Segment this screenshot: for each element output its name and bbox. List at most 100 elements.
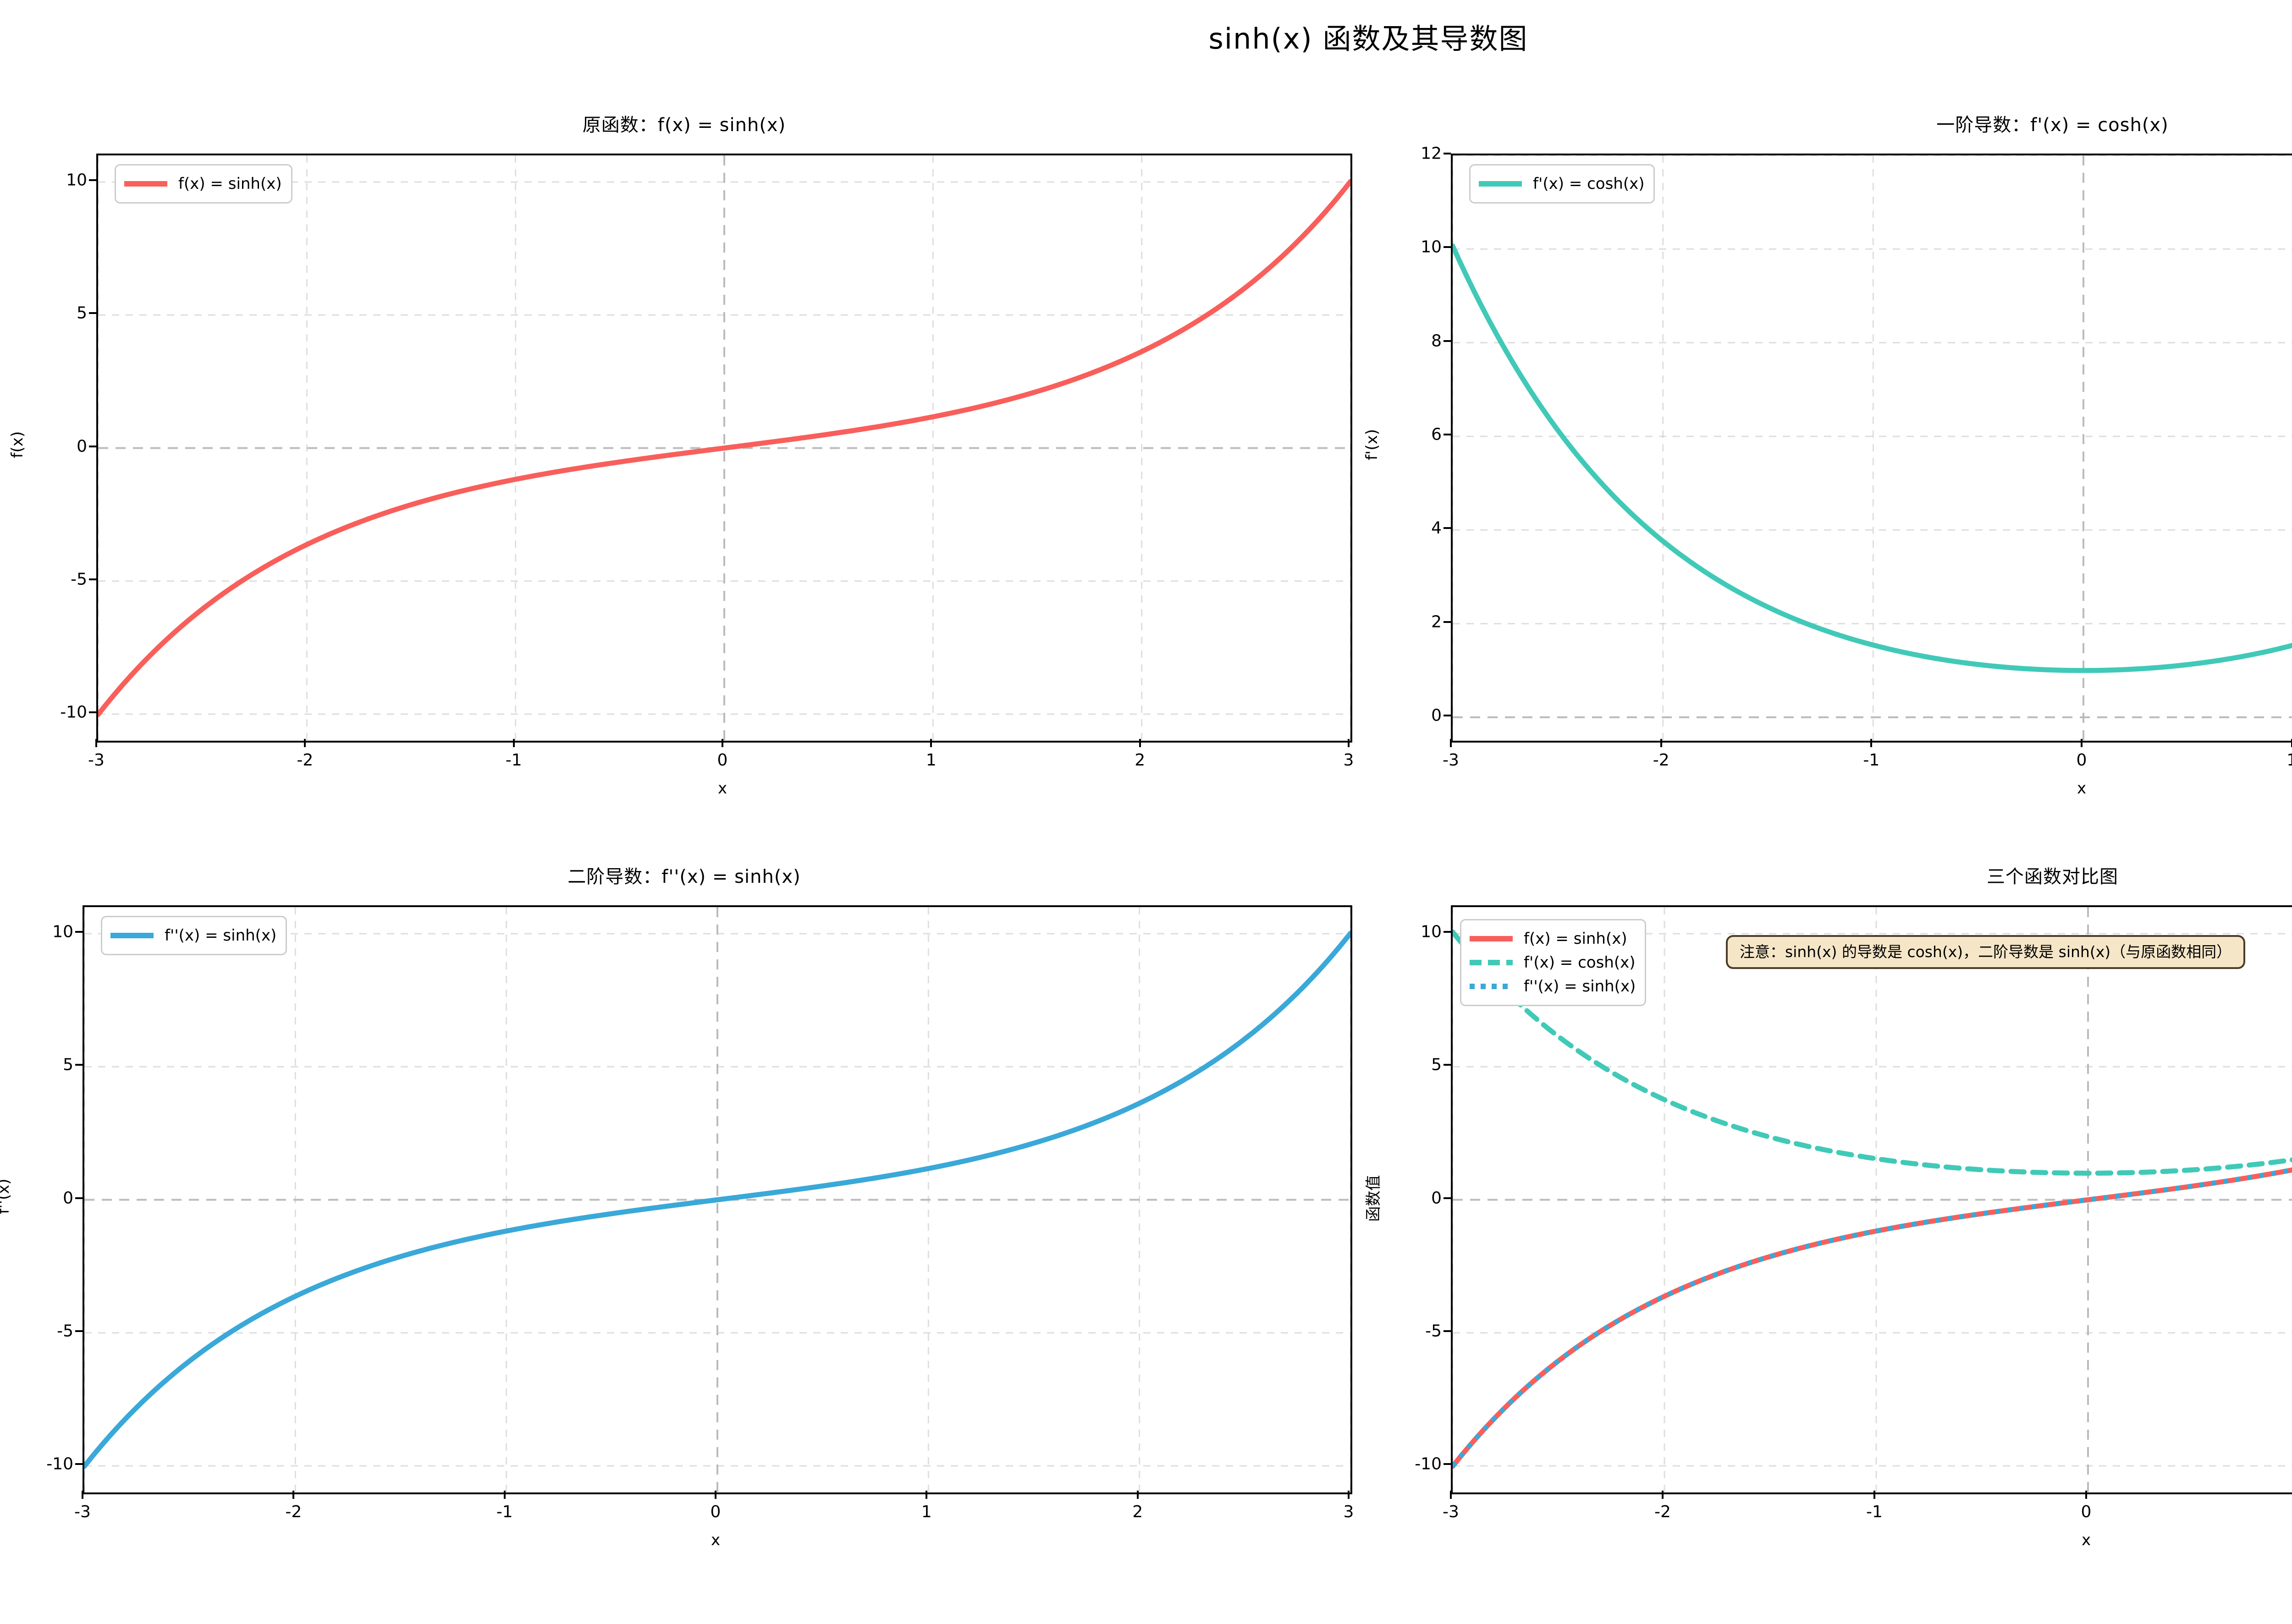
legend-entry[interactable]: f(x) = sinh(x) <box>123 172 282 196</box>
y-tick-mark <box>1444 1064 1451 1066</box>
legend-color-swatch <box>1478 175 1523 193</box>
x-tick-mark <box>503 1491 506 1499</box>
y-tick-mark <box>89 179 96 182</box>
series-line-1 <box>98 179 1350 717</box>
x-tick-label: 0 <box>710 1503 721 1521</box>
subplot-1-title: 原函数：f(x) = sinh(x) <box>582 115 786 136</box>
x-tick-label: -1 <box>1866 1503 1883 1521</box>
subplot-1-axes <box>96 154 1352 743</box>
x-tick-mark <box>2085 1491 2087 1499</box>
subplot-2-title: 一阶导数：f'(x) = cosh(x) <box>1936 115 2169 136</box>
legend-entry[interactable]: f'(x) = cosh(x) <box>1478 172 1644 196</box>
x-tick-label: 3 <box>1343 751 1354 770</box>
plot-area <box>1453 155 2292 741</box>
legend-entry-label: f''(x) = sinh(x) <box>165 926 277 945</box>
y-tick-mark <box>1444 931 1451 933</box>
x-tick-mark <box>1348 739 1350 747</box>
y-tick-mark <box>1444 621 1451 623</box>
subplot-1-legend[interactable]: f(x) = sinh(x) <box>115 164 292 204</box>
subplot-3-legend[interactable]: f''(x) = sinh(x) <box>101 916 287 955</box>
x-tick-mark <box>304 739 306 747</box>
x-tick-label: -2 <box>285 1503 302 1521</box>
subplot-3-y-axis-label: f''(x) <box>0 1178 13 1214</box>
x-tick-label: 1 <box>2266 1503 2292 1521</box>
figure-suptitle: sinh(x) 函数及其导数图 <box>1208 22 1528 55</box>
x-tick-label: 1 <box>2286 751 2292 770</box>
y-tick-mark <box>1444 1330 1451 1332</box>
subplot-3-title: 二阶导数：f''(x) = sinh(x) <box>567 866 801 887</box>
subplot-4-y-axis-label: 函数值 <box>1364 1175 1383 1222</box>
x-tick-label: -2 <box>297 751 314 770</box>
y-tick-mark <box>1444 246 1451 248</box>
legend-entry-label: f'(x) = cosh(x) <box>1533 175 1645 193</box>
x-tick-mark <box>930 739 932 747</box>
x-tick-mark <box>2081 739 2083 747</box>
x-tick-mark <box>1870 739 1873 747</box>
y-tick-label: 5 <box>1431 1055 1442 1074</box>
y-tick-label: 10 <box>1421 237 1442 257</box>
y-tick-mark <box>89 445 96 447</box>
x-tick-label: -2 <box>1653 751 1669 770</box>
legend-entry[interactable]: f'(x) = cosh(x) <box>1469 951 1636 974</box>
x-tick-label: 1 <box>921 1503 932 1521</box>
x-tick-mark <box>1136 1491 1139 1499</box>
y-tick-mark <box>1444 153 1451 154</box>
y-tick-mark <box>75 1463 83 1465</box>
subplot-panel-1: 原函数：f(x) = sinh(x) f(x) x -10 -5 0 5 10 -3 -2… <box>0 110 1368 862</box>
x-tick-mark <box>2291 739 2292 747</box>
y-tick-label: 6 <box>1431 425 1442 444</box>
x-tick-label: 0 <box>717 751 728 770</box>
subplot-2-legend[interactable]: f'(x) = cosh(x) <box>1469 164 1655 204</box>
y-tick-label: 8 <box>1431 331 1442 351</box>
y-tick-label: -10 <box>46 1454 73 1474</box>
subplot-1-x-axis-label: x <box>717 779 727 798</box>
x-tick-mark <box>1348 1491 1350 1499</box>
x-tick-label: -1 <box>496 1503 513 1521</box>
y-tick-label: 0 <box>1431 706 1442 725</box>
y-tick-label: 5 <box>63 1055 73 1074</box>
series-line-1 <box>84 930 1350 1469</box>
legend-entry-label: f(x) = sinh(x) <box>1524 930 1627 948</box>
x-tick-label: 0 <box>2081 1503 2092 1521</box>
subplot-4-annotation: 注意：sinh(x) 的导数是 cosh(x)，二阶导数是 sinh(x)（与原… <box>1726 935 2246 969</box>
subplot-4-x-axis-label: x <box>2081 1531 2091 1549</box>
legend-entry[interactable]: f''(x) = sinh(x) <box>110 924 276 947</box>
x-tick-mark <box>292 1491 295 1499</box>
subplot-panel-2: 一阶导数：f'(x) = cosh(x) f'(x) x 0 2 4 6 8 10 12 -… <box>1363 110 2292 862</box>
x-tick-label: -3 <box>1443 1503 1459 1521</box>
y-tick-label: 5 <box>77 303 87 323</box>
y-tick-mark <box>75 1330 83 1332</box>
y-tick-label: 2 <box>1431 612 1442 632</box>
y-tick-mark <box>89 312 96 314</box>
subplot-panel-3: 二阶导数：f''(x) = sinh(x) f''(x) x -10 -5 0 5 10… <box>0 862 1368 1613</box>
series-line-2 <box>1453 929 2292 1176</box>
y-tick-mark <box>1444 433 1451 435</box>
legend-entry[interactable]: f''(x) = sinh(x) <box>1469 974 1636 998</box>
y-tick-label: 10 <box>1421 922 1442 941</box>
x-tick-mark <box>512 739 515 747</box>
y-tick-mark <box>75 1197 83 1199</box>
legend-entry-label: f''(x) = sinh(x) <box>1524 977 1636 996</box>
y-tick-label: -5 <box>1425 1321 1442 1341</box>
subplot-4-legend[interactable]: f(x) = sinh(x) f'(x) = cosh(x) f''(x) = si… <box>1460 919 1647 1006</box>
legend-color-swatch <box>1469 977 1514 996</box>
legend-color-swatch <box>1469 953 1514 972</box>
x-tick-mark <box>1662 1491 1664 1499</box>
series-line-1 <box>1453 243 2292 673</box>
y-tick-mark <box>1444 714 1451 716</box>
y-tick-label: -5 <box>71 570 87 589</box>
y-tick-label: 4 <box>1431 518 1442 538</box>
legend-entry[interactable]: f(x) = sinh(x) <box>1469 927 1636 951</box>
x-tick-label: -3 <box>88 751 105 770</box>
x-tick-label: -1 <box>1863 751 1880 770</box>
x-tick-mark <box>722 739 723 747</box>
y-tick-label: 0 <box>63 1189 73 1207</box>
legend-entry-label: f(x) = sinh(x) <box>178 175 282 193</box>
x-tick-label: 2 <box>1135 751 1146 770</box>
y-tick-mark <box>89 711 96 713</box>
x-tick-mark <box>926 1491 928 1499</box>
subplot-3-axes <box>83 905 1352 1494</box>
legend-color-swatch <box>1469 930 1514 948</box>
